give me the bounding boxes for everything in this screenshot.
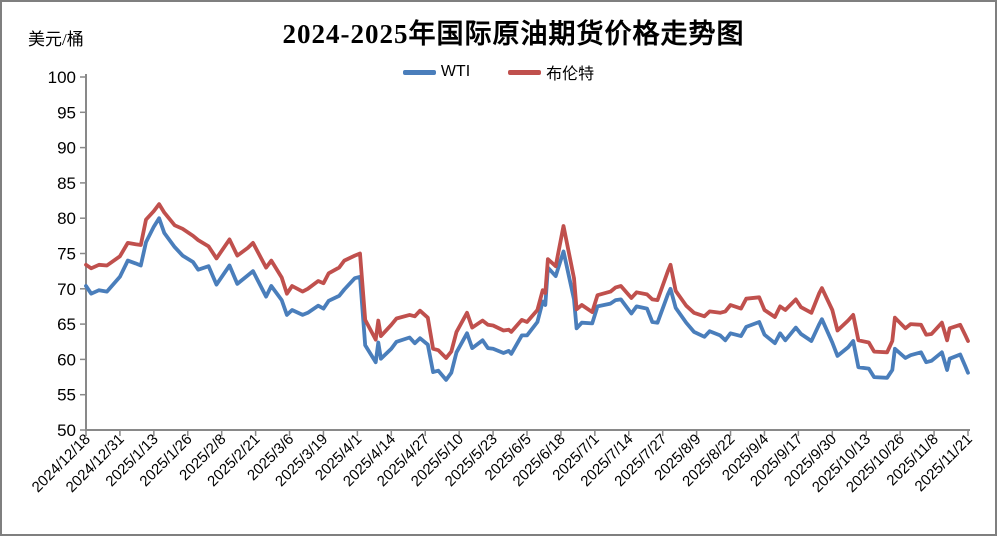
y-tick-label: 85 xyxy=(57,174,76,193)
brent-line-swatch-icon xyxy=(508,69,542,75)
axes xyxy=(85,74,970,431)
y-tick-label: 60 xyxy=(57,350,76,369)
legend-item-brent: 布伦特 xyxy=(508,60,594,84)
legend: WTI 布伦特 xyxy=(2,60,995,84)
y-tick-label: 95 xyxy=(57,103,76,122)
brent-price-line xyxy=(84,202,970,360)
brent-legend-label: 布伦特 xyxy=(546,66,595,83)
y-axis-unit-label: 美元/桶 xyxy=(28,30,84,49)
y-tick-label: 90 xyxy=(57,139,76,158)
y-tick-label: 80 xyxy=(57,209,76,228)
wti-legend-label: WTI xyxy=(440,63,471,80)
wti-price-line xyxy=(84,216,970,382)
y-tick-label: 50 xyxy=(57,421,76,440)
y-tick-label: 75 xyxy=(57,245,76,264)
y-tick-label: 55 xyxy=(57,386,76,405)
chart-title: 2024-2025年国际原油期货价格走势图 xyxy=(282,19,745,49)
y-tick-label: 65 xyxy=(57,315,76,334)
y-tick-label: 70 xyxy=(57,280,76,299)
y-tick-label: 100 xyxy=(48,68,76,87)
wti-line-swatch-icon xyxy=(402,69,436,75)
legend-item-wti: WTI xyxy=(402,63,471,81)
